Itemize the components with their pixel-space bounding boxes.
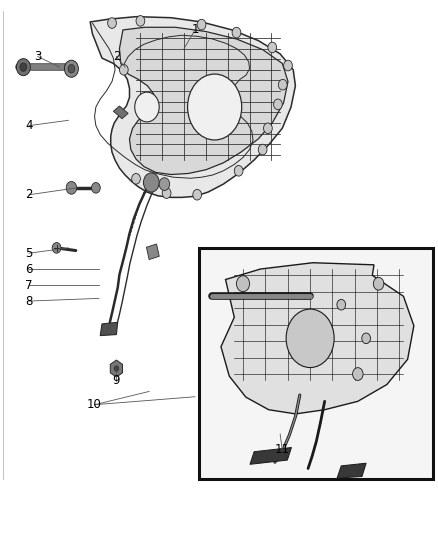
Circle shape (337, 300, 346, 310)
Polygon shape (337, 463, 366, 478)
Text: 3: 3 (34, 50, 42, 63)
Circle shape (193, 189, 201, 200)
Circle shape (268, 42, 277, 53)
Text: 11: 11 (275, 443, 290, 456)
Text: 5: 5 (25, 247, 33, 260)
Text: 4: 4 (25, 119, 33, 132)
Circle shape (279, 79, 287, 90)
Circle shape (362, 333, 371, 344)
Polygon shape (90, 17, 295, 197)
Bar (199, 248, 433, 479)
Circle shape (353, 368, 363, 381)
Circle shape (64, 60, 78, 77)
Polygon shape (120, 27, 288, 174)
Circle shape (114, 366, 119, 371)
Circle shape (274, 99, 283, 110)
Circle shape (52, 243, 61, 253)
Circle shape (237, 276, 250, 292)
Circle shape (135, 92, 159, 122)
Circle shape (258, 144, 267, 155)
Circle shape (284, 60, 292, 71)
Text: 2: 2 (25, 188, 33, 201)
Circle shape (232, 27, 241, 38)
Polygon shape (110, 360, 123, 377)
Circle shape (20, 63, 27, 71)
Text: 7: 7 (25, 279, 33, 292)
Circle shape (197, 19, 206, 30)
Polygon shape (113, 106, 128, 119)
Circle shape (136, 15, 145, 26)
Polygon shape (221, 263, 414, 414)
Circle shape (373, 277, 384, 290)
Circle shape (264, 123, 272, 134)
Text: 1: 1 (191, 23, 199, 36)
Circle shape (234, 165, 243, 176)
Text: 9: 9 (113, 374, 120, 387)
Circle shape (132, 173, 141, 184)
Circle shape (159, 177, 170, 190)
Polygon shape (250, 448, 291, 464)
Circle shape (108, 18, 117, 28)
Text: 2: 2 (113, 50, 120, 63)
Circle shape (187, 74, 242, 140)
Circle shape (66, 181, 77, 194)
Text: 8: 8 (25, 295, 33, 308)
Circle shape (68, 64, 75, 73)
Text: 6: 6 (25, 263, 33, 276)
Circle shape (16, 59, 30, 76)
Circle shape (162, 188, 171, 198)
Circle shape (286, 309, 334, 368)
Circle shape (144, 173, 159, 192)
Text: 10: 10 (87, 398, 102, 411)
Bar (146, 244, 159, 260)
Circle shape (92, 182, 100, 193)
Polygon shape (100, 322, 118, 336)
Circle shape (120, 64, 128, 75)
